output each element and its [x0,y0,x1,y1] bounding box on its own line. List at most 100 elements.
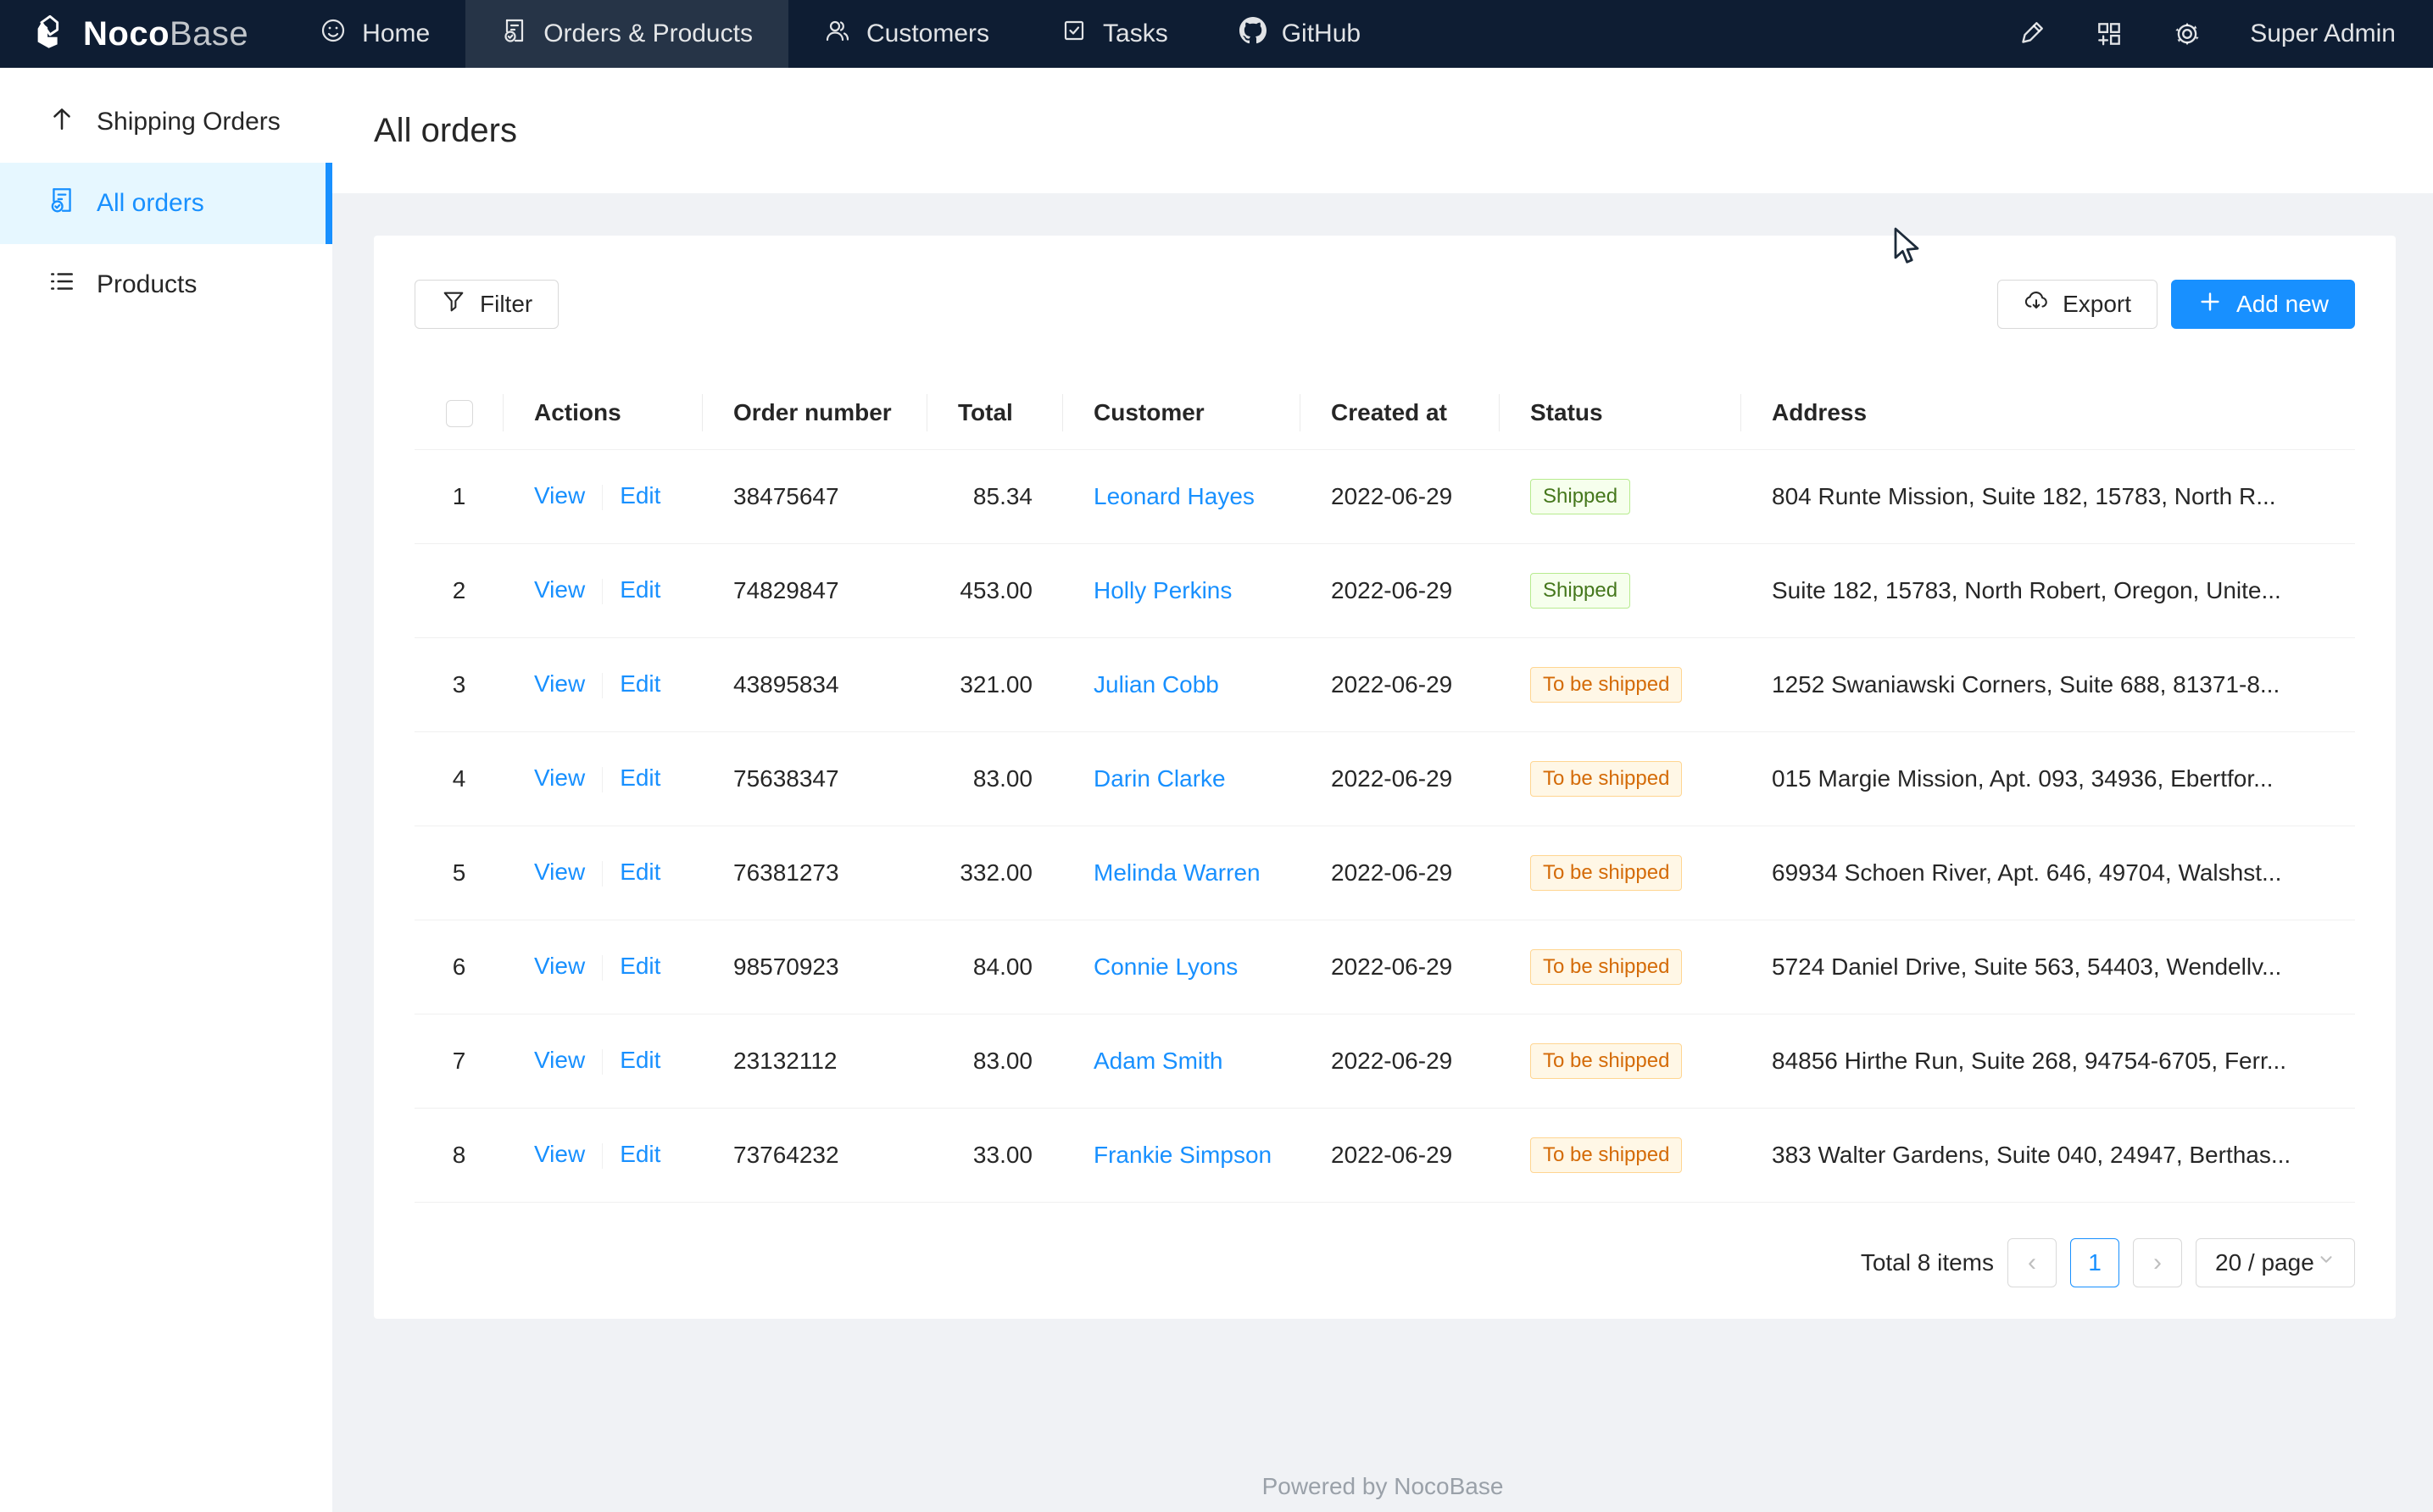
customer-cell: Holly Perkins [1063,543,1300,637]
customer-cell: Julian Cobb [1063,637,1300,731]
nav-item-github[interactable]: GitHub [1204,0,1396,68]
table-row: 3 ViewEdit 43895834 321.00 Julian Cobb 2… [415,637,2355,731]
row-index: 1 [415,449,504,543]
check-square-icon [1061,17,1088,51]
user-menu[interactable]: Super Admin [2250,19,2396,48]
select-all-header [415,376,504,449]
customer-link[interactable]: Holly Perkins [1094,577,1232,603]
row-index: 3 [415,637,504,731]
view-link[interactable]: View [534,576,585,603]
pagination-page-1[interactable]: 1 [2070,1238,2119,1287]
status-cell: Shipped [1500,449,1741,543]
order-number-cell: 76381273 [703,825,927,920]
address-cell: 804 Runte Mission, Suite 182, 15783, Nor… [1741,449,2355,543]
customer-cell: Frankie Simpson [1063,1108,1300,1202]
row-actions: View Edit [504,1108,703,1202]
ui-editor-pen-icon[interactable] [2016,19,2046,49]
status-badge: To be shipped [1530,1137,1682,1173]
edit-link[interactable]: Edit [620,1047,660,1073]
column-header-address: Address [1741,376,2355,449]
nav-item-tasks[interactable]: Tasks [1025,0,1204,68]
edit-link[interactable]: Edit [620,953,660,979]
total-cell: 321.00 [927,637,1063,731]
nocobase-logo[interactable]: NocoBase [0,0,284,68]
customer-link[interactable]: Darin Clarke [1094,765,1226,792]
status-badge: To be shipped [1530,667,1682,703]
cloud-download-icon [2024,289,2049,320]
sidebar-item-products[interactable]: Products [0,244,332,325]
filter-button[interactable]: Filter [415,280,559,329]
view-link[interactable]: View [534,1047,585,1073]
order-number-cell: 74829847 [703,543,927,637]
customer-link[interactable]: Leonard Hayes [1094,483,1255,509]
edit-link[interactable]: Edit [620,482,660,509]
logo-text-light: Base [170,15,248,53]
view-link[interactable]: View [534,482,585,509]
pagination-prev-button[interactable]: ‹ [2007,1238,2057,1287]
created-at-cell: 2022-06-29 [1300,825,1500,920]
status-cell: To be shipped [1500,637,1741,731]
customer-link[interactable]: Melinda Warren [1094,859,1261,886]
add-new-button[interactable]: Add new [2171,280,2355,329]
pagination-next-button[interactable]: › [2133,1238,2182,1287]
table-row: 1 ViewEdit 38475647 85.34 Leonard Hayes … [415,449,2355,543]
status-badge: Shipped [1530,573,1630,609]
row-actions: View Edit [504,543,703,637]
status-badge: To be shipped [1530,761,1682,797]
sidebar-item-shipping-orders[interactable]: Shipping Orders [0,81,332,163]
view-link[interactable]: View [534,1141,585,1167]
created-at-cell: 2022-06-29 [1300,1014,1500,1108]
row-actions: View Edit [504,449,703,543]
navbar-right: Super Admin [2016,0,2433,68]
edit-link[interactable]: Edit [620,1141,660,1167]
edit-link[interactable]: Edit [620,670,660,697]
plugin-blocks-icon[interactable] [2094,19,2124,49]
column-header-status: Status [1500,376,1741,449]
customer-cell: Adam Smith [1063,1014,1300,1108]
settings-gear-icon[interactable] [2172,19,2202,49]
edit-link[interactable]: Edit [620,859,660,885]
table-row: 7 ViewEdit 23132112 83.00 Adam Smith 202… [415,1014,2355,1108]
edit-link[interactable]: Edit [620,576,660,603]
total-cell: 83.00 [927,1014,1063,1108]
order-file-icon [501,17,528,51]
address-cell: Suite 182, 15783, North Robert, Oregon, … [1741,543,2355,637]
row-actions: View Edit [504,731,703,825]
view-link[interactable]: View [534,670,585,697]
plus-icon [2197,289,2223,320]
row-index: 4 [415,731,504,825]
chevron-down-icon [2317,1250,2336,1275]
sidebar-item-all-orders[interactable]: All orders [0,163,332,244]
nav-item-customers[interactable]: Customers [788,0,1025,68]
customer-cell: Leonard Hayes [1063,449,1300,543]
view-link[interactable]: View [534,764,585,791]
order-number-cell: 38475647 [703,449,927,543]
page-size-select[interactable]: 20 / page [2196,1238,2355,1287]
view-link[interactable]: View [534,953,585,979]
pagination: Total 8 items ‹ 1 › 20 / page [415,1238,2355,1287]
customer-link[interactable]: Julian Cobb [1094,671,1219,698]
nav-item-home[interactable]: Home [284,0,465,68]
status-cell: To be shipped [1500,1108,1741,1202]
logo-text-bold: Noco [83,15,170,53]
column-header-customer: Customer [1063,376,1300,449]
nocobase-logo-icon [31,13,70,56]
customer-cell: Melinda Warren [1063,825,1300,920]
status-badge: To be shipped [1530,855,1682,891]
row-actions: View Edit [504,1014,703,1108]
column-header-created-at: Created at [1300,376,1500,449]
table-row: 6 ViewEdit 98570923 84.00 Connie Lyons 2… [415,920,2355,1014]
nav-item-orders-products[interactable]: Orders & Products [465,0,788,68]
customer-link[interactable]: Adam Smith [1094,1048,1223,1074]
row-actions: View Edit [504,637,703,731]
address-cell: 015 Margie Mission, Apt. 093, 34936, Ebe… [1741,731,2355,825]
customer-link[interactable]: Frankie Simpson [1094,1142,1272,1168]
list-icon [47,267,76,303]
export-button[interactable]: Export [1997,280,2157,329]
edit-link[interactable]: Edit [620,764,660,791]
table-row: 4 ViewEdit 75638347 83.00 Darin Clarke 2… [415,731,2355,825]
row-actions: View Edit [504,825,703,920]
view-link[interactable]: View [534,859,585,885]
customer-link[interactable]: Connie Lyons [1094,953,1238,980]
select-all-checkbox[interactable] [446,400,473,427]
